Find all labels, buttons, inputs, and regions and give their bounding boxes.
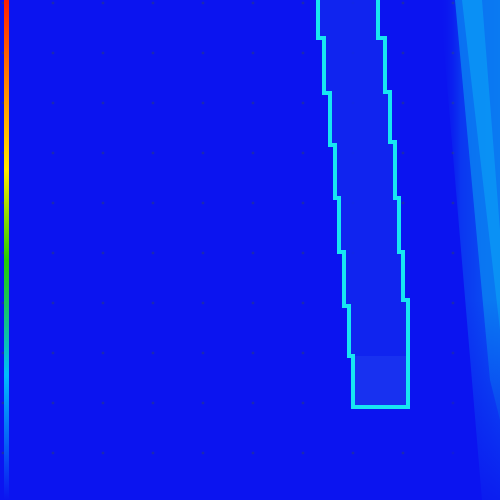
right-flow-band [440,0,500,500]
sample-point [301,201,305,205]
right-flow-band-fade [440,300,500,500]
sample-point [251,101,255,105]
sample-point [401,101,405,105]
sample-point [151,201,155,205]
sample-point [301,51,305,55]
sample-point [151,101,155,105]
sample-point [51,351,55,355]
sample-point [51,1,55,5]
sample-point [401,51,405,55]
sample-point [301,1,305,5]
sample-point [51,251,55,255]
sample-point [251,451,255,455]
sample-point [101,251,105,255]
sample-point [301,251,305,255]
sample-point [1,101,5,105]
sample-point [101,101,105,105]
sample-point [301,401,305,405]
sample-point [1,251,5,255]
sample-point [201,101,205,105]
colormap-legend-bar [4,0,9,500]
sample-point [151,401,155,405]
sample-point [101,201,105,205]
sample-point [1,151,5,155]
sample-point [101,151,105,155]
sample-point [101,51,105,55]
inclusion-lower-shade [353,356,408,407]
sample-point [251,251,255,255]
sample-point [1,51,5,55]
sample-point [151,1,155,5]
sample-point [1,401,5,405]
sample-point [1,451,5,455]
sample-point [301,101,305,105]
sample-point [101,451,105,455]
sample-point [201,451,205,455]
sample-point [51,201,55,205]
sample-point [451,201,455,205]
sample-point [301,301,305,305]
sample-point [1,201,5,205]
sample-point [51,151,55,155]
sample-point [401,451,405,455]
sample-point [51,451,55,455]
sample-point [251,201,255,205]
sample-point [251,1,255,5]
sample-point [51,401,55,405]
sample-point [151,451,155,455]
sample-point [401,201,405,205]
sample-point [201,351,205,355]
inclusion-boundary-outline [316,0,410,409]
sample-point [201,401,205,405]
sample-point [251,401,255,405]
sample-point [301,351,305,355]
sample-point [201,301,205,305]
sample-point [251,301,255,305]
sample-point [151,151,155,155]
sample-point [251,51,255,55]
sample-point [251,351,255,355]
inclusion-region-fill [318,0,408,407]
sample-point [401,1,405,5]
sample-point [1,1,5,5]
sample-point [251,151,255,155]
sample-point [201,151,205,155]
sample-point [201,251,205,255]
sample-point [201,51,205,55]
sample-point [201,201,205,205]
sample-point [151,251,155,255]
sample-point [101,301,105,305]
sample-point [101,401,105,405]
sample-point [301,151,305,155]
sample-point [401,151,405,155]
sample-point [451,251,455,255]
sample-point [51,101,55,105]
sample-point [1,301,5,305]
sample-point [351,451,355,455]
sample-point [151,51,155,55]
sample-point [151,301,155,305]
sample-point [151,351,155,355]
sample-point [101,351,105,355]
right-flow-band-core [462,0,500,330]
sample-point [101,1,105,5]
sample-point [201,1,205,5]
sample-point [1,351,5,355]
sample-point [51,51,55,55]
sample-point [51,301,55,305]
sample-point [301,451,305,455]
